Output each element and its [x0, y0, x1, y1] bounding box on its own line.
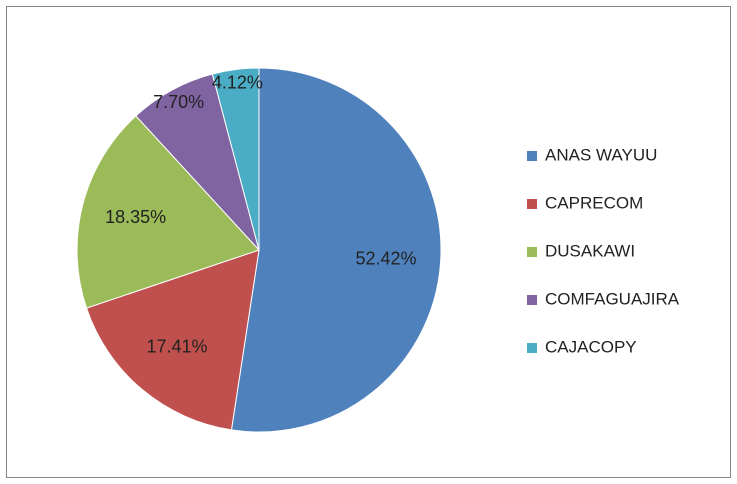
- legend-label: CAJACOPY: [545, 337, 637, 356]
- data-label: 7.70%: [153, 92, 204, 112]
- pie-slice: [230, 67, 442, 433]
- legend-swatch: [527, 199, 537, 209]
- legend-swatch: [527, 151, 537, 161]
- pie-slice: [76, 115, 260, 309]
- legend-swatch: [527, 343, 537, 353]
- legend-swatch: [527, 295, 537, 305]
- legend-swatch: [527, 247, 537, 257]
- legend-label: DUSAKAWI: [545, 241, 635, 260]
- legend-label: ANAS WAYUU: [545, 145, 657, 164]
- data-label: 18.35%: [105, 207, 166, 227]
- pie-slice: [211, 67, 260, 251]
- data-label: 4.12%: [212, 73, 263, 93]
- legend-label: COMFAGUAJIRA: [545, 289, 680, 308]
- data-label: 17.41%: [146, 336, 207, 356]
- data-label: 52.42%: [356, 248, 417, 268]
- pie-slice: [85, 249, 260, 431]
- legend-label: CAPRECOM: [545, 193, 643, 212]
